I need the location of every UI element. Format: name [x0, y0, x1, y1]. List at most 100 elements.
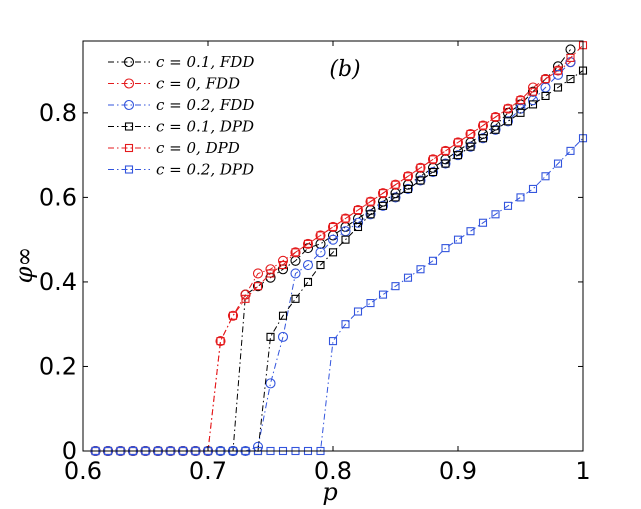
x-tick-label: 0.9	[439, 457, 477, 485]
data-point	[428, 155, 438, 164]
data-point	[277, 331, 289, 342]
data-point	[352, 217, 364, 228]
data-point	[253, 282, 263, 291]
data-point	[553, 66, 563, 75]
data-point	[241, 294, 250, 303]
data-point	[303, 277, 313, 286]
legend-marker	[124, 122, 134, 131]
data-point	[415, 162, 426, 173]
data-point	[453, 235, 463, 244]
data-point	[378, 290, 388, 299]
data-point	[291, 248, 300, 257]
legend-marker	[124, 165, 134, 174]
data-point	[466, 129, 475, 139]
y-axis-label: φ∞	[10, 247, 38, 284]
data-point	[503, 201, 513, 210]
data-point	[328, 248, 338, 257]
data-point	[566, 146, 575, 155]
x-tick-label: 0.6	[64, 457, 102, 485]
data-point	[453, 138, 463, 147]
x-axis-label: p	[322, 478, 337, 506]
legend-entry-3: c = 0.2, FDD	[108, 96, 254, 114]
y-tick-label: 0.8	[39, 99, 77, 127]
data-point	[516, 193, 525, 202]
data-point	[502, 116, 514, 127]
data-point	[541, 172, 550, 181]
data-point	[378, 201, 388, 210]
data-point	[465, 141, 476, 152]
data-point	[341, 214, 350, 223]
data-point	[391, 180, 400, 189]
data-point	[503, 117, 513, 126]
data-point	[366, 197, 375, 206]
data-point	[553, 83, 563, 92]
legend: c = 0.1, FDD c = 0, FDD c = 0.2, FDD c = 0.…	[108, 53, 254, 179]
data-point	[377, 188, 389, 199]
data-point	[315, 238, 326, 249]
data-point	[478, 121, 488, 130]
data-point	[440, 158, 451, 169]
data-point	[516, 108, 525, 117]
data-point	[353, 206, 363, 215]
data-point	[552, 69, 564, 80]
data-point	[416, 176, 425, 185]
data-point	[391, 193, 400, 202]
data-point	[466, 142, 475, 151]
data-point	[528, 184, 538, 193]
x-tick-label: 0.8	[314, 457, 352, 485]
data-point	[441, 146, 450, 155]
data-point	[477, 120, 489, 131]
data-point	[377, 200, 389, 211]
data-point	[291, 294, 300, 303]
data-point	[440, 145, 451, 156]
data-point	[365, 196, 376, 207]
data-point	[252, 268, 264, 279]
data-point	[366, 299, 375, 308]
legend-entry-1: c = 0.1, FDD	[108, 53, 254, 71]
data-point	[541, 91, 550, 100]
data-point	[303, 239, 313, 248]
legend-entry-6: c = 0.2, DPD	[108, 161, 254, 179]
data-point	[403, 273, 413, 282]
data-point	[527, 82, 539, 93]
data-point	[528, 87, 538, 96]
legend-marker	[124, 143, 134, 153]
data-point	[502, 103, 514, 114]
data-point	[403, 172, 413, 181]
data-point	[290, 268, 301, 279]
y-tick-label: 0.4	[39, 268, 77, 296]
data-point	[341, 320, 350, 329]
data-point	[327, 221, 339, 233]
legend-marker	[123, 56, 135, 68]
x-tick-label: 1	[575, 457, 590, 485]
data-point	[328, 222, 338, 232]
data-point	[252, 281, 264, 292]
legend-label: c = 0, FDD	[156, 75, 240, 93]
data-point	[416, 163, 425, 172]
legend-marker	[123, 78, 135, 89]
data-point	[290, 247, 301, 258]
data-point	[402, 171, 414, 182]
data-point	[327, 234, 339, 245]
data-point	[428, 256, 438, 265]
y-tick-label: 0.6	[39, 183, 77, 211]
data-point	[378, 189, 388, 198]
data-point	[453, 151, 463, 160]
data-point	[316, 231, 325, 240]
data-point	[528, 100, 538, 109]
data-point	[491, 113, 500, 122]
data-point	[265, 264, 276, 275]
data-point	[441, 159, 450, 168]
legend-entry-2: c = 0, FDD	[108, 75, 240, 93]
legend-label: c = 0.2, FDD	[156, 96, 254, 114]
data-point	[216, 337, 225, 346]
legend-entry-4: c = 0.1, DPD	[108, 118, 254, 136]
data-point	[353, 222, 363, 232]
legend-marker	[123, 99, 135, 111]
data-point	[390, 179, 401, 190]
data-point	[478, 134, 488, 143]
data-point	[490, 124, 501, 135]
data-point	[315, 230, 326, 241]
data-point	[428, 167, 438, 177]
